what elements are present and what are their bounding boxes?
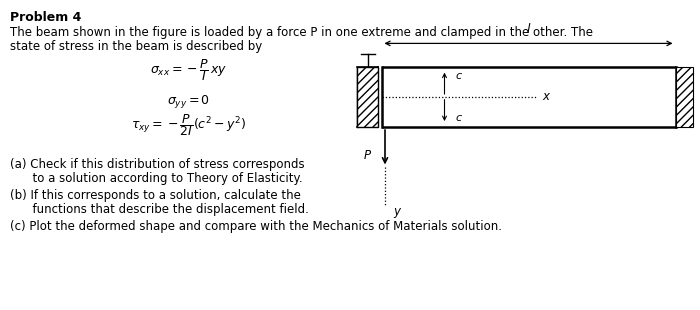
Text: $y$: $y$ <box>393 206 402 220</box>
Bar <box>676 67 693 127</box>
Text: (a) Check if this distribution of stress corresponds: (a) Check if this distribution of stress… <box>10 158 305 171</box>
Text: state of stress in the beam is described by: state of stress in the beam is described… <box>10 40 262 53</box>
Text: to a solution according to Theory of Elasticity.: to a solution according to Theory of Ela… <box>10 172 303 185</box>
Text: $c$: $c$ <box>455 71 463 81</box>
Bar <box>357 67 378 127</box>
Text: $\sigma_{xx} = -\dfrac{P}{I}\,xy$: $\sigma_{xx} = -\dfrac{P}{I}\,xy$ <box>150 57 228 83</box>
Text: $l$: $l$ <box>526 22 531 36</box>
Text: Problem 4: Problem 4 <box>10 11 82 24</box>
Text: (b) If this corresponds to a solution, calculate the: (b) If this corresponds to a solution, c… <box>10 189 302 202</box>
Text: $\tau_{xy} = -\dfrac{P}{2I}(c^2 - y^2)$: $\tau_{xy} = -\dfrac{P}{2I}(c^2 - y^2)$ <box>132 112 246 138</box>
Text: $P$: $P$ <box>363 148 372 162</box>
Text: functions that describe the displacement field.: functions that describe the displacement… <box>10 203 309 216</box>
Text: $\sigma_{yy} = 0$: $\sigma_{yy} = 0$ <box>167 93 211 110</box>
Text: (c) Plot the deformed shape and compare with the Mechanics of Materials solution: (c) Plot the deformed shape and compare … <box>10 220 503 233</box>
Text: $c$: $c$ <box>455 113 463 123</box>
Text: $x$: $x$ <box>542 91 552 103</box>
Text: The beam shown in the figure is loaded by a force P in one extreme and clamped i: The beam shown in the figure is loaded b… <box>10 26 594 39</box>
